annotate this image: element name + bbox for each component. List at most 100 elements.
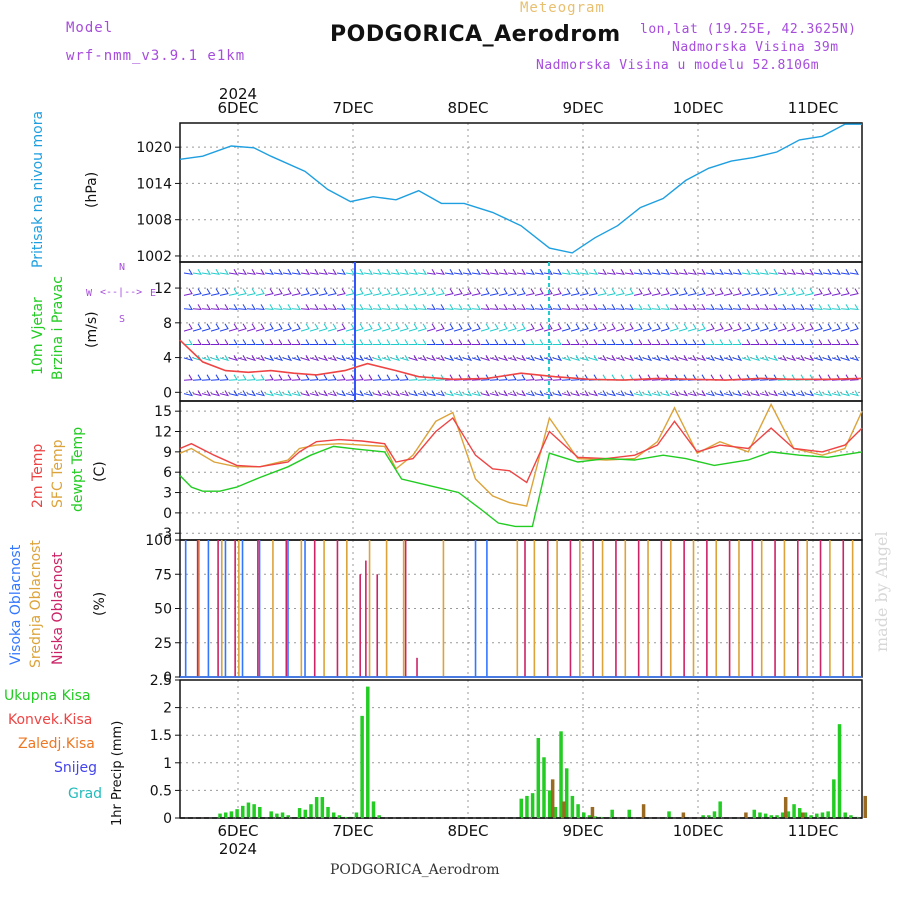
- wind-barb-icon: [399, 323, 409, 332]
- wind-barb-icon: [453, 304, 463, 310]
- wind-barb-icon: [237, 288, 247, 296]
- wind-barb-icon: [201, 288, 211, 296]
- wind-barb-icon: [192, 268, 202, 275]
- wind-barb-icon: [183, 268, 193, 275]
- wind-barb-icon: [435, 355, 446, 362]
- wind-barb-icon: [723, 268, 733, 275]
- precip-bar: [610, 809, 614, 818]
- wind-barb-icon: [426, 268, 436, 275]
- wind-barb-icon: [651, 390, 662, 397]
- wind-barb-icon: [633, 323, 643, 332]
- wind-barb-icon: [687, 355, 698, 362]
- wind-speed-line: [179, 339, 863, 381]
- wind-barb-icon: [237, 390, 248, 397]
- y-tick-label: 1: [163, 756, 172, 772]
- wind-barb-icon: [552, 390, 563, 397]
- wind-barb-icon: [462, 374, 472, 381]
- precip-bar: [371, 801, 376, 818]
- wind-barb-icon: [724, 339, 733, 346]
- wind-barb-icon: [786, 268, 796, 275]
- wind-barb-icon: [354, 323, 364, 332]
- wind-barb-icon: [183, 355, 194, 362]
- wind-barb-icon: [786, 355, 797, 362]
- wind-barb-icon: [453, 268, 463, 275]
- wind-barb-icon: [507, 288, 517, 296]
- precip-bar: [797, 808, 802, 818]
- wind-barb-icon: [597, 390, 608, 397]
- wind-barb-icon: [480, 268, 490, 275]
- wind-barb-icon: [705, 355, 716, 362]
- wind-barb-icon: [832, 339, 841, 346]
- wind-barb-icon: [328, 339, 337, 346]
- wind-barb-icon: [534, 304, 544, 310]
- wind-barb-icon: [769, 339, 778, 346]
- wind-barb-icon: [246, 374, 256, 381]
- precip-bar: [519, 798, 523, 818]
- wind-barb-icon: [525, 268, 535, 275]
- wind-barb-icon: [642, 304, 652, 310]
- precip-bar: [587, 815, 592, 818]
- wind-barb-icon: [822, 304, 832, 310]
- wind-barb-icon: [714, 304, 724, 310]
- wind-barb-icon: [579, 355, 590, 362]
- precip-bar: [218, 813, 222, 818]
- precip-bar: [792, 804, 796, 818]
- wind-barb-icon: [732, 355, 743, 362]
- wind-barb-icon: [363, 304, 373, 310]
- precip-bar: [590, 806, 595, 818]
- wind-barb-icon: [606, 323, 616, 332]
- wind-barb-icon: [616, 339, 625, 346]
- wind-barb-icon: [823, 339, 832, 346]
- wind-barb-icon: [292, 339, 301, 346]
- wind-barb-icon: [427, 339, 436, 346]
- wind-barb-icon: [661, 339, 670, 346]
- wind-barb-icon: [552, 268, 562, 275]
- wind-barb-icon: [678, 323, 688, 332]
- precip-bar: [377, 815, 381, 818]
- model-label: Model: [66, 20, 114, 36]
- wind-barb-icon: [183, 374, 193, 381]
- wind-barb-icon: [480, 323, 490, 332]
- wind-barb-icon: [768, 288, 778, 296]
- wind-barb-icon: [831, 304, 841, 310]
- wind-barb-icon: [759, 355, 770, 362]
- wind-barb-icon: [597, 355, 608, 362]
- dewpt-temp-line: [179, 445, 863, 528]
- wind-barb-icon: [381, 355, 392, 362]
- wind-barb-icon: [210, 288, 220, 296]
- wind-barb-icon: [489, 288, 499, 296]
- wind-barb-icon: [588, 288, 598, 296]
- wind-barb-icon: [318, 355, 329, 362]
- wind-barb-icon: [444, 323, 454, 332]
- wind-barb-icon: [687, 323, 697, 332]
- precip-bar: [297, 808, 302, 818]
- wind-barb-icon: [345, 288, 355, 296]
- precip-bar: [681, 812, 686, 818]
- precip-bar: [667, 811, 671, 818]
- wind-barb-icon: [534, 323, 544, 332]
- wind-barb-icon: [768, 390, 779, 397]
- wind-barb-icon: [759, 304, 769, 310]
- wind-barb-icon: [625, 339, 634, 346]
- wind-barb-icon: [309, 374, 319, 381]
- wind-barb-icon: [444, 304, 454, 310]
- precip-bar: [800, 812, 805, 818]
- precip-bar: [553, 806, 558, 818]
- precip-bar: [547, 790, 552, 818]
- wind-barb-icon: [507, 355, 518, 362]
- wind-barb-icon: [183, 390, 194, 397]
- wind-barb-icon: [679, 339, 688, 346]
- wind-barb-icon: [516, 304, 526, 310]
- wind-barb-icon: [652, 339, 661, 346]
- precip-bar: [275, 813, 279, 818]
- wind-barb-icon: [282, 288, 292, 296]
- wind-barb-icon: [255, 355, 266, 362]
- wind-barb-icon: [364, 339, 373, 346]
- x-tick-label-top: 11DEC: [788, 99, 839, 117]
- wind-barb-icon: [768, 304, 778, 310]
- wind-barb-icon: [408, 355, 419, 362]
- wind-barb-icon: [741, 288, 751, 296]
- wind-barb-icon: [552, 355, 563, 362]
- wind-barb-icon: [247, 339, 256, 346]
